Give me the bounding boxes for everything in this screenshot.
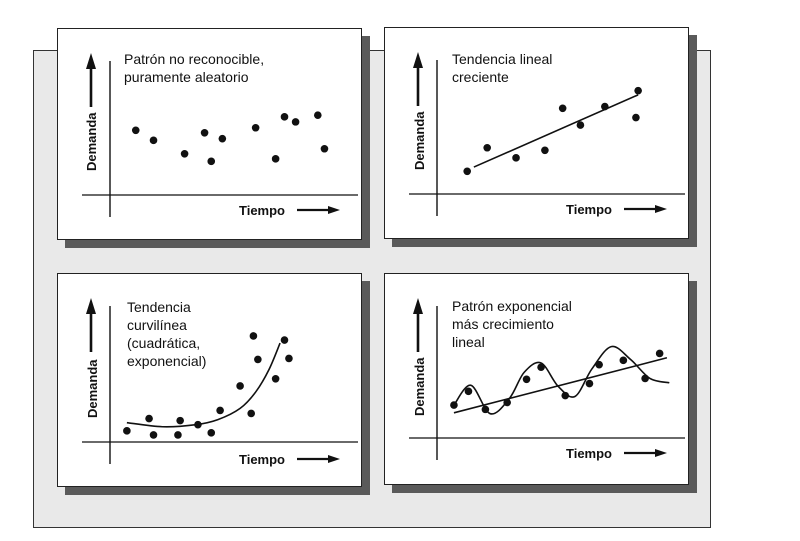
x-axis-label: Tiempo (239, 452, 285, 467)
x-axis-label: Tiempo (566, 202, 612, 217)
x-axis-label: Tiempo (239, 203, 285, 218)
y-axis-arrowhead (413, 52, 423, 68)
data-point (634, 86, 642, 95)
data-point (481, 405, 490, 414)
y-axis-label: Demanda (85, 359, 100, 418)
data-point (249, 332, 258, 340)
trend-line (453, 357, 668, 414)
data-point (522, 375, 531, 384)
data-point (558, 104, 567, 113)
data-point (251, 123, 260, 132)
x-axis-arrowhead (655, 449, 667, 457)
data-point (463, 167, 471, 176)
x-axis-arrowhead (328, 206, 340, 214)
data-point (254, 355, 262, 364)
title-line: Tendencia (127, 299, 191, 315)
data-point (207, 429, 216, 437)
title-line: creciente (452, 69, 509, 85)
data-point (149, 136, 158, 145)
data-point (149, 431, 158, 439)
title-line: Patrón no reconocible, (124, 51, 265, 67)
title-line: Patrón exponencial (452, 298, 572, 314)
data-point (218, 134, 227, 143)
x-axis-arrowhead (655, 205, 667, 213)
data-point (291, 118, 300, 126)
title-line: más crecimiento (452, 316, 554, 332)
data-point (180, 150, 189, 158)
trend-curve (126, 342, 281, 428)
data-point (194, 420, 202, 429)
panel-title: Patrón exponencial más crecimiento linea… (452, 297, 572, 351)
data-point (464, 387, 473, 396)
data-point (280, 113, 289, 121)
panel-random: Patrón no reconocible, puramente aleator… (57, 28, 362, 240)
data-point (483, 143, 491, 152)
data-point (123, 427, 131, 435)
y-axis-label: Demanda (412, 357, 427, 416)
data-point (216, 406, 224, 415)
x-axis-arrowhead (328, 455, 340, 463)
data-point (236, 382, 244, 390)
data-point (537, 363, 545, 372)
data-point (576, 121, 585, 129)
chart-plot-linear (409, 52, 685, 216)
data-point (200, 129, 209, 137)
data-point (176, 416, 184, 425)
chart-plot-curvilinear (82, 298, 358, 464)
data-point (320, 144, 329, 153)
data-point (595, 360, 603, 369)
panel-title: Tendencia lineal creciente (452, 50, 552, 86)
data-point (174, 431, 182, 439)
title-line: exponencial) (127, 353, 207, 369)
data-point (247, 409, 255, 418)
data-point (314, 111, 322, 119)
title-line: (cuadrática, (127, 335, 201, 351)
panel-curvilinear: Tendencia curvilínea (cuadrática, expone… (57, 273, 362, 487)
y-axis-arrowhead (86, 298, 96, 314)
title-line: Tendencia lineal (452, 51, 553, 67)
panel-linear: Tendencia lineal creciente Demanda Tiemp… (384, 27, 689, 239)
data-point (271, 155, 280, 163)
trend-line (473, 94, 639, 168)
y-axis-arrowhead (86, 53, 96, 69)
title-line: puramente aleatorio (124, 69, 249, 85)
data-point (619, 356, 628, 365)
chart-plot-exponential (409, 298, 685, 460)
data-point (641, 374, 649, 383)
y-axis-arrowhead (413, 298, 423, 314)
title-line: curvilínea (127, 317, 187, 333)
data-point (285, 354, 293, 363)
y-axis-label: Demanda (84, 112, 99, 171)
panel-title: Tendencia curvilínea (cuadrática, expone… (127, 298, 206, 370)
data-point (503, 398, 511, 407)
data-point (655, 349, 664, 358)
x-axis-label: Tiempo (566, 446, 612, 461)
trend-curve (453, 345, 670, 415)
data-point (271, 375, 280, 383)
data-point (541, 146, 549, 155)
data-point (512, 154, 520, 162)
data-point (632, 113, 640, 122)
title-line: lineal (452, 334, 485, 350)
data-point (601, 102, 609, 111)
panel-exponential: Patrón exponencial más crecimiento linea… (384, 273, 689, 485)
panel-title: Patrón no reconocible, puramente aleator… (124, 50, 264, 86)
data-point (450, 401, 458, 409)
data-point (207, 157, 216, 166)
chart-plot-random (82, 53, 358, 217)
data-point (585, 379, 594, 388)
data-point (280, 336, 289, 344)
data-point (131, 126, 140, 135)
data-point (561, 391, 570, 400)
data-point (145, 414, 153, 423)
y-axis-label: Demanda (412, 111, 427, 170)
